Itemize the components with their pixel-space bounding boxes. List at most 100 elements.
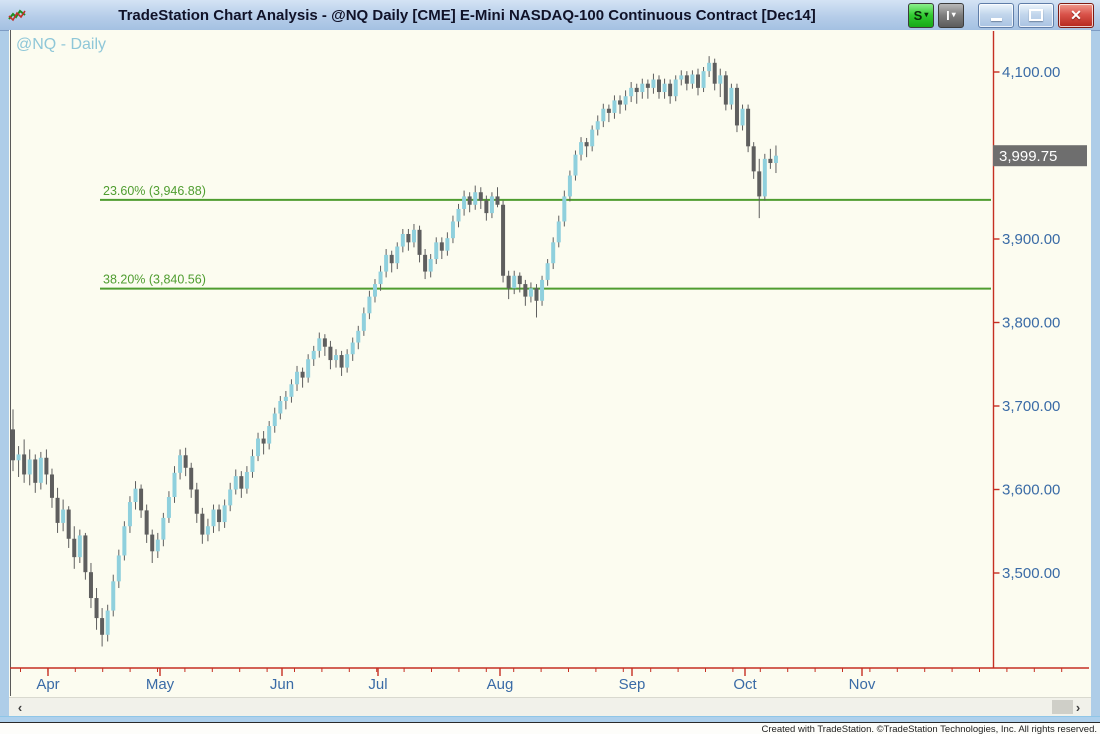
indicator-button[interactable]: I ▾ xyxy=(938,2,964,28)
fib-label-0: 23.60% (3,946.88) xyxy=(103,184,206,198)
candle-body xyxy=(122,526,127,556)
minimize-button[interactable] xyxy=(978,2,1014,28)
candle-body xyxy=(768,158,773,164)
candle-body xyxy=(701,71,706,88)
candle-body xyxy=(205,526,210,535)
candle-body xyxy=(233,476,238,490)
status-bar: Created with TradeStation. ©TradeStation… xyxy=(0,722,1100,734)
candle-body xyxy=(684,75,689,84)
chevron-down-icon: ▾ xyxy=(951,10,956,19)
candle-body xyxy=(328,346,333,361)
candle-body xyxy=(434,242,439,260)
candle-body xyxy=(83,535,88,573)
candle-body xyxy=(116,555,121,582)
candle-body xyxy=(467,196,472,205)
candle-body xyxy=(523,284,528,297)
horizontal-scrollbar[interactable]: ‹ › xyxy=(9,697,1091,717)
candle-body xyxy=(579,142,584,155)
candle-body xyxy=(27,459,32,475)
candles-layer xyxy=(11,56,778,647)
x-axis: Apr May Jun Jul Aug Sep Oct Nov xyxy=(10,667,1089,693)
last-price-label: 3,999.75 xyxy=(999,148,1057,165)
candle-body xyxy=(662,83,667,93)
candle-body xyxy=(506,275,511,289)
candle-body xyxy=(38,457,43,483)
candle-body xyxy=(428,259,433,272)
window-bottom-border xyxy=(0,716,1100,723)
candle-body xyxy=(473,192,478,205)
candle-body xyxy=(562,196,567,222)
candle-body xyxy=(623,96,628,105)
candle-body xyxy=(640,83,645,93)
candle-body xyxy=(345,354,350,368)
candle-body xyxy=(601,108,606,122)
candle-body xyxy=(740,108,745,126)
candle-body xyxy=(773,155,778,164)
candle-body xyxy=(651,79,656,88)
month-label: Oct xyxy=(733,676,757,693)
month-label: Sep xyxy=(619,676,646,693)
candle-body xyxy=(189,467,194,490)
candle-body xyxy=(439,242,444,251)
candle-body xyxy=(712,62,717,84)
candle-body xyxy=(300,371,305,378)
candle-body xyxy=(272,413,277,427)
candle-body xyxy=(88,572,93,599)
close-button[interactable]: ✕ xyxy=(1058,2,1094,28)
titlebar-buttons: S ▾ I ▾ ✕ xyxy=(908,2,1094,28)
maximize-button[interactable] xyxy=(1018,2,1054,28)
candle-body xyxy=(77,535,82,558)
fib-label-1: 38.20% (3,840.56) xyxy=(103,273,206,287)
scrollbar-thumb[interactable] xyxy=(1052,700,1073,714)
price-tick-label: 3,800.00 xyxy=(1002,315,1060,332)
candle-body xyxy=(462,196,467,209)
candle-body xyxy=(11,429,15,461)
candle-body xyxy=(612,100,617,113)
candle-body xyxy=(306,359,311,378)
fib-layer: 23.60% (3,946.88) 38.20% (3,840.56) xyxy=(100,184,991,290)
style-button[interactable]: S ▾ xyxy=(908,2,934,28)
candle-body xyxy=(150,534,155,552)
candle-body xyxy=(222,505,227,523)
candle-body xyxy=(595,121,600,130)
close-icon: ✕ xyxy=(1070,6,1082,23)
price-tick-label: 3,700.00 xyxy=(1002,398,1060,415)
candle-body xyxy=(178,455,183,473)
candle-body xyxy=(629,87,634,97)
chart-canvas[interactable]: 23.60% (3,946.88) 38.20% (3,840.56) Apr May… xyxy=(9,30,1091,697)
style-button-label: S xyxy=(913,7,923,23)
candle-body xyxy=(695,74,700,88)
price-tick-label: 3,500.00 xyxy=(1002,565,1060,582)
candle-body xyxy=(350,342,355,355)
y-axis: 4,100.00 3,900.00 3,800.00 3,700.00 3,600.00… xyxy=(992,31,1060,668)
candle-body xyxy=(417,229,422,255)
candle-body xyxy=(127,502,132,527)
candle-body xyxy=(295,371,300,385)
candle-body xyxy=(757,171,762,197)
candle-body xyxy=(317,338,322,351)
scroll-left-icon[interactable]: ‹ xyxy=(17,699,23,715)
candle-body xyxy=(423,254,428,272)
candle-body xyxy=(100,618,105,635)
candle-body xyxy=(111,581,116,611)
candle-body xyxy=(228,489,233,506)
candle-body xyxy=(645,83,650,88)
copyright-text: Created with TradeStation. ©TradeStation… xyxy=(761,724,1097,734)
candle-body xyxy=(746,108,751,147)
candle-body xyxy=(261,438,266,444)
candle-body xyxy=(49,474,54,498)
month-label: Jun xyxy=(270,676,294,693)
candle-body xyxy=(256,438,261,457)
candle-body xyxy=(395,246,400,264)
scroll-right-icon[interactable]: › xyxy=(1075,699,1081,715)
month-label: Jul xyxy=(368,676,387,693)
app-chart-icon xyxy=(8,9,26,22)
candle-body xyxy=(105,610,110,635)
candle-body xyxy=(283,396,288,401)
candle-body xyxy=(322,338,327,347)
candle-body xyxy=(723,75,728,105)
candle-body xyxy=(734,87,739,126)
candle-body xyxy=(239,476,244,489)
candle-body xyxy=(144,510,149,535)
